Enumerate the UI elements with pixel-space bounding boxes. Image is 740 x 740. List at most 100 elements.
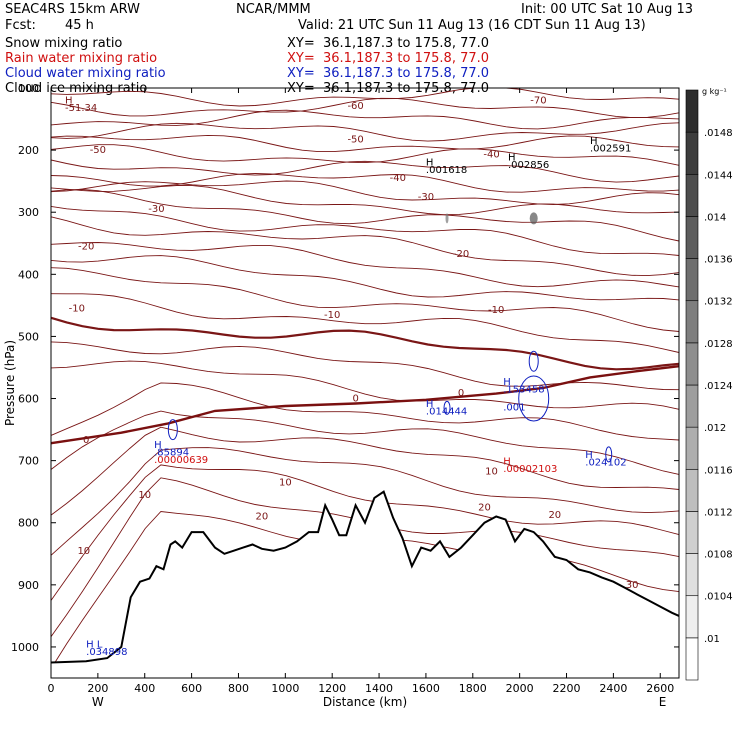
cloud-water-contour xyxy=(605,446,613,463)
center-name: NCAR/MMM xyxy=(236,2,311,17)
terrain-line xyxy=(50,490,680,664)
colorbar-label: .0128 xyxy=(704,339,733,350)
colorbar-label: .0136 xyxy=(704,255,733,266)
isotherm-line xyxy=(50,97,680,119)
isotherm-line xyxy=(50,87,680,107)
field-label: H xyxy=(426,399,434,410)
field-label: H xyxy=(590,136,598,147)
x-tick-label: 1200 xyxy=(318,682,346,695)
isotherm-label: 0 xyxy=(458,388,464,399)
field-label: .00002103 xyxy=(503,464,557,475)
field-label: .024102 xyxy=(585,458,626,469)
isotherm-line xyxy=(50,205,680,256)
colorbar-box xyxy=(685,511,699,554)
colorbar-box xyxy=(685,216,699,259)
colorbar-box xyxy=(685,131,699,175)
isotherm-label: -20 xyxy=(78,241,94,252)
field-label: .001618 xyxy=(426,165,467,176)
y-tick-label: 800 xyxy=(18,517,39,530)
colorbar-box xyxy=(685,342,699,386)
isotherm-label: -60 xyxy=(347,101,363,112)
field-label: H xyxy=(426,158,434,169)
field-label: -51.34 xyxy=(65,103,97,114)
colorbar-label: .014 xyxy=(704,212,726,223)
isotherm-line xyxy=(50,293,680,353)
isotherm-label: 10 xyxy=(138,490,151,501)
isotherm-line xyxy=(50,159,680,183)
isotherm-line xyxy=(50,144,680,166)
field-xy-rain: XY= 36.1,187.3 to 175.8, 77.0 xyxy=(287,51,490,66)
isotherm-label: -50 xyxy=(90,145,106,156)
isotherm-label: 0 xyxy=(352,394,358,405)
y-tick-label: 100 xyxy=(18,82,39,95)
y-tick-label: 200 xyxy=(18,144,39,157)
isotherm-line xyxy=(50,189,680,242)
field-label: .002591 xyxy=(590,143,631,154)
forecast-hour: 45 h xyxy=(65,18,94,33)
field-label: H xyxy=(503,456,511,467)
isotherm-line xyxy=(50,173,680,193)
plot-border xyxy=(50,87,680,679)
x-tick-label: 2200 xyxy=(553,682,581,695)
isotherm-label: 20 xyxy=(478,502,491,513)
colorbar-label: .0132 xyxy=(704,297,733,308)
isotherm-label: -40 xyxy=(483,150,499,161)
isotherm-label: -10 xyxy=(69,304,85,315)
field-name-snow: Snow mixing ratio xyxy=(5,36,123,51)
x-tick-label: 400 xyxy=(134,682,155,695)
temperature-contours xyxy=(50,87,680,670)
cloud-ice-shading xyxy=(529,212,538,225)
colorbar: .01 .0104 .0108 .0112 .0116 .012 .0124 .0128 .01… xyxy=(685,87,733,681)
colorbar-box xyxy=(685,384,699,428)
isotherm-label: -40 xyxy=(390,173,406,184)
x-tick-label: 1400 xyxy=(365,682,393,695)
terrain-layer xyxy=(50,490,680,678)
cloud-ice-shading xyxy=(445,213,449,224)
init-time: Init: 00 UTC Sat 10 Aug 13 xyxy=(521,2,694,17)
axes: 0 200 400 600 800 1000 1200 1400 1600 1800 2000 220… xyxy=(3,82,679,709)
hydrometeor-contours xyxy=(167,212,613,463)
isotherm-line xyxy=(50,185,680,216)
x-tick-label: 1000 xyxy=(271,682,299,695)
x-tick-label: 1600 xyxy=(412,682,440,695)
field-label: .002856 xyxy=(508,160,549,171)
isotherm-label: 20 xyxy=(256,512,269,523)
isotherm-label: -50 xyxy=(347,135,363,146)
contour-labels: H-51.34H.002591H.001618H.002856H.153458H… xyxy=(65,96,638,658)
isotherm-label: -30 xyxy=(418,192,434,203)
colorbar-label: .0144 xyxy=(704,170,733,181)
isotherm-line xyxy=(50,447,680,556)
colorbar-box xyxy=(685,258,699,302)
colorbar-label: .0124 xyxy=(704,381,733,392)
x-tick-label: 0 xyxy=(48,682,55,695)
x-tick-label: 2600 xyxy=(646,682,674,695)
isotherm-line xyxy=(50,242,680,288)
isotherm-label: 10 xyxy=(77,546,90,557)
field-label: .153458 xyxy=(503,384,544,395)
colorbar-box xyxy=(685,595,699,639)
field-label: .85894 xyxy=(154,448,189,459)
isotherm-line xyxy=(50,410,680,475)
field-label: .001 xyxy=(503,402,525,413)
y-tick-label: 300 xyxy=(18,206,39,219)
x-tick-label: 800 xyxy=(228,682,249,695)
field-label: H xyxy=(508,153,516,164)
x-tick-label: 600 xyxy=(181,682,202,695)
isotherm-line xyxy=(50,216,680,277)
field-label: .00000639 xyxy=(154,455,208,466)
field-xy-cloud-water: XY= 36.1,187.3 to 175.8, 77.0 xyxy=(287,66,490,81)
colorbar-label: .01 xyxy=(704,634,720,645)
colorbar-label: .0108 xyxy=(704,550,733,561)
forecast-label: Fcst: xyxy=(5,18,36,33)
x-axis-label: Distance (km) xyxy=(323,695,407,709)
isotherm-label: 10 xyxy=(485,466,498,477)
colorbar-label: .012 xyxy=(704,423,726,434)
field-label: .014444 xyxy=(426,407,467,418)
y-tick-label: 600 xyxy=(18,393,39,406)
colorbar-label: .0116 xyxy=(704,465,733,476)
colorbar-box xyxy=(685,553,699,597)
colorbar-box xyxy=(685,173,699,217)
isotherm-line xyxy=(50,426,680,516)
west-marker: W xyxy=(92,695,104,709)
field-label: .034898 xyxy=(86,647,127,658)
